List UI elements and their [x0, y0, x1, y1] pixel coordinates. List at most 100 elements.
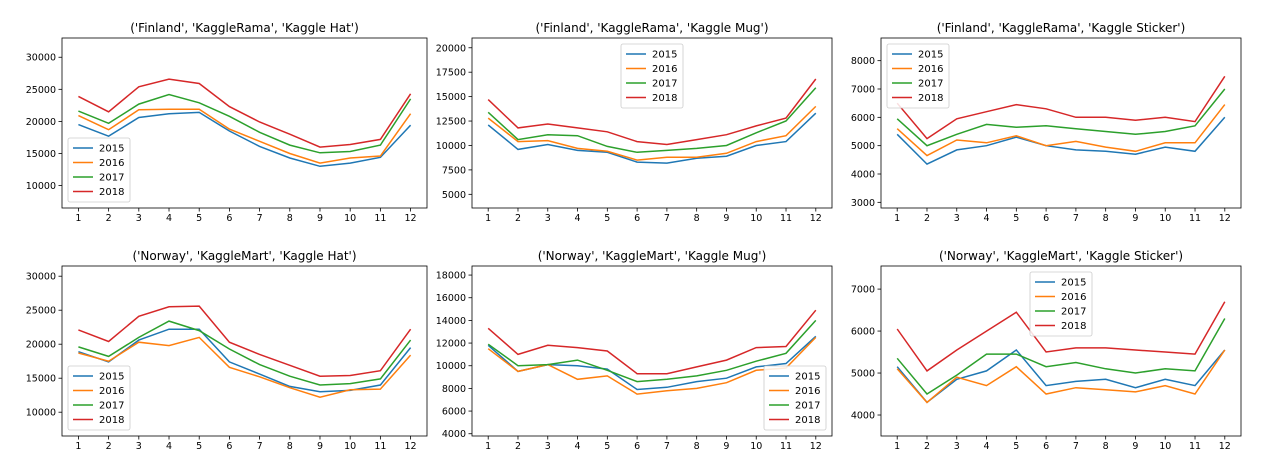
chart-title: ('Finland', 'KaggleRama', 'Kaggle Hat') — [130, 21, 359, 35]
y-tick-label: 10000 — [436, 141, 466, 152]
legend-box — [620, 43, 684, 109]
y-tick-label: 7000 — [851, 85, 875, 96]
y-tick-label: 7500 — [442, 165, 466, 176]
x-tick-label: 9 — [723, 213, 729, 224]
x-tick-label: 9 — [317, 213, 323, 224]
x-tick-label: 1 — [75, 441, 81, 452]
y-tick-label: 20000 — [26, 117, 56, 128]
legend-box — [67, 137, 131, 203]
x-tick-label: 1 — [485, 441, 491, 452]
legend: 2015 2016 2017 2018 — [886, 43, 950, 109]
x-tick-label: 11 — [780, 441, 792, 452]
legend: 2015 2016 2017 2018 — [620, 43, 684, 109]
legend-label-2015: 2015 — [918, 50, 943, 61]
x-tick-label: 4 — [984, 441, 990, 452]
legend-label-2015: 2015 — [652, 50, 677, 61]
x-tick-label: 6 — [634, 441, 640, 452]
y-tick-label: 6000 — [442, 407, 466, 418]
legend-label-2015: 2015 — [99, 372, 124, 383]
legend-label-2018: 2018 — [652, 93, 677, 104]
x-tick-label: 4 — [575, 441, 581, 452]
x-tick-label: 2 — [515, 441, 521, 452]
y-tick-label: 15000 — [26, 374, 56, 385]
axes-frame — [61, 37, 428, 209]
series-line-2016 — [487, 336, 817, 395]
x-tick-label: 5 — [604, 441, 610, 452]
y-tick-label: 12000 — [436, 339, 466, 350]
series-line-2015 — [78, 111, 412, 168]
y-tick-label: 6000 — [851, 113, 875, 124]
series-line-2016 — [78, 336, 412, 398]
x-tick-label: 7 — [1073, 441, 1079, 452]
x-tick-label: 1 — [894, 213, 900, 224]
series-line-2016 — [896, 104, 1226, 157]
x-tick-label: 3 — [954, 213, 960, 224]
y-tick-label: 16000 — [436, 293, 466, 304]
x-tick-label: 7 — [257, 213, 263, 224]
legend-label-2017: 2017 — [795, 401, 820, 412]
chart-panel-4: ('Norway', 'KaggleMart', 'Kaggle Hat')1 2… — [26, 249, 428, 452]
x-tick-label: 11 — [374, 441, 386, 452]
x-tick-label: 6 — [1043, 441, 1049, 452]
x-tick-label: 11 — [1189, 441, 1201, 452]
x-tick-label: 11 — [1189, 213, 1201, 224]
x-tick-label: 8 — [1103, 213, 1109, 224]
x-tick-label: 10 — [750, 213, 762, 224]
series-line-2018 — [78, 305, 412, 377]
y-tick-label: 30000 — [26, 53, 56, 64]
x-tick-label: 1 — [894, 441, 900, 452]
y-tick-label: 8000 — [442, 384, 466, 395]
series-line-2018 — [896, 301, 1226, 372]
x-tick-label: 5 — [1013, 441, 1019, 452]
x-tick-label: 5 — [604, 213, 610, 224]
x-tick-label: 2 — [515, 213, 521, 224]
x-tick-label: 4 — [984, 213, 990, 224]
x-tick-label: 12 — [1219, 441, 1231, 452]
x-tick-label: 7 — [1073, 213, 1079, 224]
x-tick-label: 1 — [485, 213, 491, 224]
legend-label-2018: 2018 — [795, 415, 820, 426]
chart-panel-6: ('Norway', 'KaggleMart', 'Kaggle Sticker… — [851, 249, 1242, 452]
x-tick-label: 10 — [750, 441, 762, 452]
x-tick-label: 9 — [1132, 441, 1138, 452]
axes-frame — [61, 265, 428, 437]
x-tick-label: 9 — [723, 441, 729, 452]
y-tick-label: 5000 — [851, 369, 875, 380]
x-tick-label: 6 — [634, 213, 640, 224]
legend-box — [67, 365, 131, 431]
y-tick-label: 30000 — [26, 272, 56, 283]
legend-label-2016: 2016 — [918, 64, 943, 75]
y-tick-label: 15000 — [436, 92, 466, 103]
series-line-2016 — [896, 349, 1226, 404]
x-tick-label: 12 — [810, 213, 822, 224]
chart-title: ('Finland', 'KaggleRama', 'Kaggle Mug') — [535, 21, 768, 35]
y-tick-label: 15000 — [26, 149, 56, 160]
chart-panel-3: ('Finland', 'KaggleRama', 'Kaggle Sticke… — [851, 21, 1242, 224]
legend-label-2016: 2016 — [1061, 292, 1086, 303]
x-tick-label: 3 — [545, 441, 551, 452]
x-tick-label: 2 — [924, 213, 930, 224]
legend-label-2016: 2016 — [652, 64, 677, 75]
chart-panel-5: ('Norway', 'KaggleMart', 'Kaggle Mug')1 2… — [436, 249, 833, 452]
x-tick-label: 11 — [780, 213, 792, 224]
legend-label-2017: 2017 — [99, 173, 124, 184]
x-tick-label: 1 — [75, 213, 81, 224]
axes-frame — [880, 265, 1242, 437]
x-tick-label: 10 — [1159, 441, 1171, 452]
x-tick-label: 3 — [545, 213, 551, 224]
series-line-2016 — [78, 108, 412, 164]
y-tick-label: 7000 — [851, 285, 875, 296]
series-line-2015 — [487, 112, 817, 164]
x-tick-label: 12 — [1219, 213, 1231, 224]
x-tick-label: 11 — [374, 213, 386, 224]
legend-label-2017: 2017 — [918, 79, 943, 90]
y-tick-label: 12500 — [436, 117, 466, 128]
series-line-2017 — [896, 88, 1226, 147]
axes-frame — [471, 37, 833, 209]
legend: 2015 2016 2017 2018 — [67, 365, 131, 431]
y-tick-label: 14000 — [436, 316, 466, 327]
y-tick-label: 10000 — [26, 408, 56, 419]
axes-frame — [471, 265, 833, 437]
x-tick-label: 2 — [106, 441, 112, 452]
x-tick-label: 12 — [810, 441, 822, 452]
